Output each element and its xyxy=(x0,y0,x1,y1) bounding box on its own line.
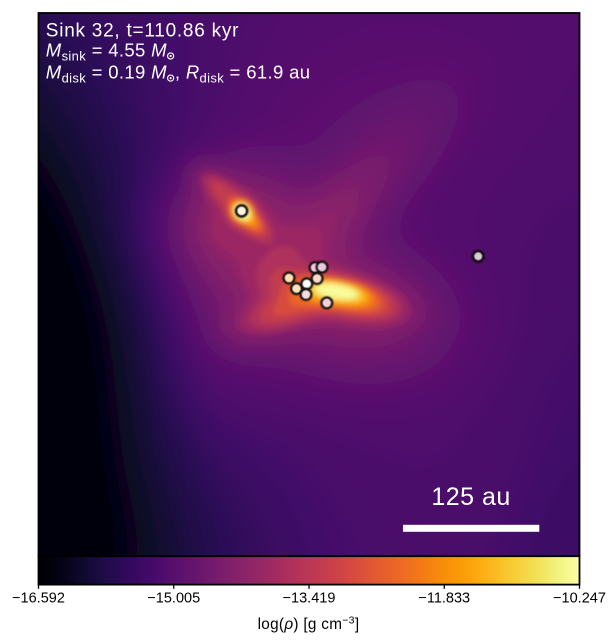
svg-text:−15.005: −15.005 xyxy=(147,591,200,607)
svg-text:Mdisk = 0.19 M , Rdisk = 61.9: Mdisk = 0.19 M , Rdisk = 61.9 au xyxy=(46,62,311,86)
svg-text:−10.247: −10.247 xyxy=(553,591,606,607)
svg-text:125 au: 125 au xyxy=(431,483,510,511)
svg-text:Msink = 4.55 M: Msink = 4.55 M xyxy=(46,39,175,63)
svg-text:−16.592: −16.592 xyxy=(12,591,65,607)
svg-text:Sink 32, t=110.86 kyr: Sink 32, t=110.86 kyr xyxy=(46,21,239,42)
svg-text:−11.833: −11.833 xyxy=(418,591,470,607)
svg-text:−13.419: −13.419 xyxy=(283,591,336,607)
svg-text:log(ρ) [g cm−3]: log(ρ) [g cm−3] xyxy=(258,615,360,634)
